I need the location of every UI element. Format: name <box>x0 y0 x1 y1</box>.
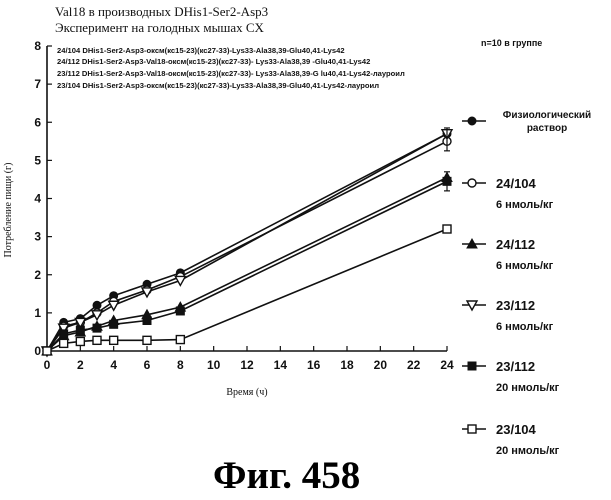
legend-item-1: Физиологический раствор <box>462 110 591 134</box>
x-tick-label: 20 <box>374 358 388 372</box>
x-tick-label: 12 <box>240 358 254 372</box>
y-tick-label: 0 <box>34 344 41 358</box>
legend-item-3: 24/112 6 нмоль/кг <box>462 237 554 272</box>
y-tick-label: 5 <box>34 153 41 167</box>
legend-label: 24/104 <box>496 176 537 191</box>
series-2 <box>43 137 451 355</box>
data-point <box>443 225 451 233</box>
series-layer <box>42 128 452 356</box>
x-tick-label: 16 <box>307 358 321 372</box>
series-3 <box>42 173 452 355</box>
legend-marker <box>468 117 476 125</box>
data-point <box>143 317 151 325</box>
legend-label: 23/112 <box>496 359 535 374</box>
data-point <box>93 301 101 309</box>
series-5 <box>43 177 451 355</box>
data-point <box>143 336 151 344</box>
series-line <box>47 178 447 351</box>
legend-dose: 6 нмоль/кг <box>496 321 554 333</box>
data-point <box>60 339 68 347</box>
data-point <box>43 347 51 355</box>
data-point <box>76 326 84 334</box>
y-axis-label: Потребление пищи (г) <box>3 163 14 258</box>
x-tick-label: 22 <box>407 358 421 372</box>
data-point <box>60 330 68 338</box>
series-description-4: 23/104 DHis1-Ser2-Asp3-оксм(кс15-23)(кс2… <box>57 81 379 90</box>
x-tick-label: 2 <box>77 358 84 372</box>
legend-item-5: 23/112 20 нмоль/кг <box>462 359 560 394</box>
x-tick-label: 14 <box>274 358 288 372</box>
legend-label: 23/112 <box>496 298 535 313</box>
data-point <box>176 336 184 344</box>
series-line <box>47 141 447 351</box>
legend-marker <box>468 425 476 433</box>
y-tick-label: 8 <box>34 39 41 53</box>
data-point <box>176 307 184 315</box>
x-tick-label: 4 <box>110 358 117 372</box>
legend-label: 23/104 <box>496 422 537 437</box>
series-line <box>47 229 447 351</box>
legend-dose: 6 нмоль/кг <box>496 199 554 211</box>
y-tick-label: 4 <box>34 192 41 206</box>
figure-label: Фиг. 458 <box>213 454 360 497</box>
x-tick-label: 24 <box>440 358 454 372</box>
x-tick-label: 18 <box>340 358 354 372</box>
x-axis-label: Время (ч) <box>226 387 267 398</box>
data-point <box>76 337 84 345</box>
x-tick-label: 6 <box>144 358 151 372</box>
x-tick-label: 8 <box>177 358 184 372</box>
legend-dose: 6 нмоль/кг <box>496 260 554 272</box>
legend-marker <box>468 179 476 187</box>
y-tick-label: 6 <box>34 115 41 129</box>
legend: Физиологическийраствор24/1046 нмоль/кг24… <box>462 110 591 457</box>
data-point <box>93 324 101 332</box>
legend-marker <box>468 362 476 370</box>
chart-title-line-1: Val18 в производных DHis1-Ser2-Asp3 <box>55 4 268 19</box>
chart-title-line-2: Эксперимент на голодных мышах CX <box>55 20 265 35</box>
data-point <box>93 336 101 344</box>
y-tick-label: 2 <box>34 268 41 282</box>
series-description-2: 24/112 DHis1-Ser2-Asp3-Val18-оксм(кс15-2… <box>57 57 370 66</box>
x-tick-label: 0 <box>44 358 51 372</box>
legend-dose: 20 нмоль/кг <box>496 445 560 457</box>
y-tick-label: 7 <box>34 77 41 91</box>
group-size-note: n=10 в группе <box>481 38 542 48</box>
series-description-1: 24/104 DHis1-Ser2-Asp3-оксм(кс15-23)(кс2… <box>57 46 345 55</box>
series-description-3: 23/112 DHis1-Ser2-Asp3-Val18-оксм(кс15-2… <box>57 69 405 78</box>
legend-label: раствор <box>527 123 567 134</box>
legend-item-6: 23/104 20 нмоль/кг <box>462 422 560 457</box>
y-tick-label: 3 <box>34 230 41 244</box>
legend-dose: 20 нмоль/кг <box>496 382 560 394</box>
legend-label: 24/112 <box>496 237 535 252</box>
legend-label: Физиологический <box>503 110 591 121</box>
data-point <box>110 320 118 328</box>
legend-item-4: 23/112 6 нмоль/кг <box>462 298 554 333</box>
legend-item-2: 24/104 6 нмоль/кг <box>462 176 554 211</box>
data-point <box>110 336 118 344</box>
x-tick-label: 10 <box>207 358 221 372</box>
y-tick-label: 1 <box>34 306 41 320</box>
data-point <box>109 301 119 310</box>
